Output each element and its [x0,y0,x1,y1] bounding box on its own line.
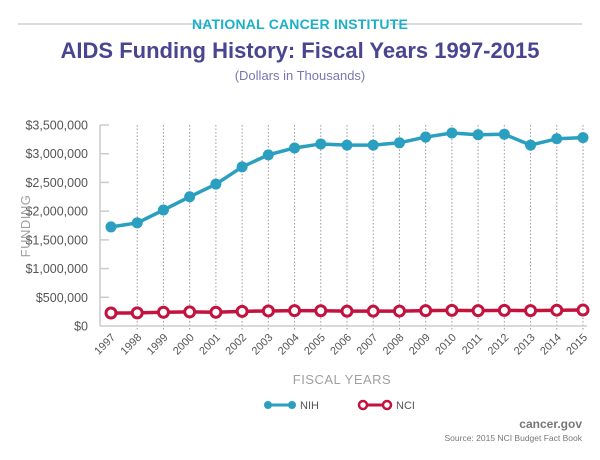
x-tick-label: 1999 [145,332,171,358]
x-tick-label: 2015 [564,332,590,358]
y-tick-label: $500,000 [36,291,88,305]
data-point-nci-2012[interactable] [497,303,511,317]
x-tick-label: 2001 [197,332,223,358]
x-tick-label: 1998 [119,332,145,358]
x-tick-label: 2009 [407,332,433,358]
data-point-nih-1997[interactable] [105,221,117,233]
x-tick-label: 2007 [355,332,381,358]
chart-title: AIDS Funding History: Fiscal Years 1997-… [61,38,540,63]
series-layer [104,127,590,320]
y-tick-label: $2,500,000 [25,176,88,190]
legend-item-nci[interactable]: NCI [357,399,415,412]
data-point-nih-2002[interactable] [236,161,248,173]
legend-nih-marker-right [288,401,296,409]
y-tick-label: $1,500,000 [25,233,88,247]
data-point-nih-2003[interactable] [262,149,274,161]
data-point-nih-2005[interactable] [315,138,327,150]
legend-nci-label: NCI [396,400,415,412]
legend-nci-marker-left [357,399,369,411]
data-point-nci-2013[interactable] [524,304,538,318]
x-tick-label: 2012 [486,332,512,358]
data-point-nci-2002[interactable] [235,304,249,318]
x-tick-label: 2013 [512,332,538,358]
data-point-nih-2009[interactable] [420,131,432,143]
data-point-nci-2005[interactable] [314,304,328,318]
y-tick-label: $2,000,000 [25,205,88,219]
source-note: Source: 2015 NCI Budget Fact Book [445,433,583,443]
data-point-nci-2015[interactable] [576,303,590,317]
data-point-nih-2013[interactable] [525,139,537,151]
x-tick-label: 2014 [538,332,564,358]
data-point-nih-2015[interactable] [577,132,589,144]
x-tick-label: 2006 [328,332,354,358]
legend-nci-marker-right [381,399,393,411]
data-point-nih-1998[interactable] [131,217,143,229]
data-point-nih-2008[interactable] [393,137,405,149]
y-axis: $0 $500,000 $1,000,000 $1,500,000 $2,000,000… [25,119,109,334]
x-tick-label: 2008 [381,332,407,358]
data-point-nih-2006[interactable] [341,139,353,151]
data-point-nci-2010[interactable] [445,303,459,317]
data-point-nih-2010[interactable] [446,127,458,139]
data-point-nih-1999[interactable] [157,204,169,216]
data-point-nci-1999[interactable] [156,305,170,319]
data-point-nci-2003[interactable] [261,304,275,318]
data-point-nci-2004[interactable] [288,304,302,318]
legend-item-nih[interactable]: NIH [264,400,319,412]
x-tick-label: 2002 [223,332,249,358]
data-point-nci-2007[interactable] [366,304,380,318]
x-tick-label: 2005 [302,332,328,358]
data-point-nih-2004[interactable] [289,142,301,154]
data-point-nih-2000[interactable] [184,191,196,203]
data-point-nci-2014[interactable] [550,303,564,317]
gridlines [136,125,584,330]
legend-nih-marker-left [264,401,272,409]
data-point-nci-1998[interactable] [130,306,144,320]
x-tick-label: 2003 [250,332,276,358]
data-point-nci-2011[interactable] [471,304,485,318]
legend: NIH NCI [264,399,415,412]
site-link[interactable]: cancer.gov [519,417,582,431]
data-point-nih-2007[interactable] [367,139,379,151]
data-point-nci-2000[interactable] [183,305,197,319]
x-tick-label: 2010 [433,332,459,358]
x-tick-label: 1997 [92,332,118,358]
data-point-nci-2001[interactable] [209,305,223,319]
y-tick-label: $3,500,000 [25,119,88,133]
data-point-nci-2009[interactable] [419,304,433,318]
x-axis-label: FISCAL YEARS [293,372,391,387]
organization-name: NATIONAL CANCER INSTITUTE [192,16,408,32]
data-point-nci-1997[interactable] [104,306,118,320]
legend-nih-label: NIH [300,400,319,412]
data-point-nci-2008[interactable] [392,304,406,318]
chart-subtitle: (Dollars in Thousands) [235,68,366,83]
y-tick-label: $0 [74,320,88,334]
data-point-nih-2014[interactable] [551,133,563,145]
data-point-nih-2012[interactable] [498,128,510,140]
data-point-nci-2006[interactable] [340,304,354,318]
data-point-nih-2001[interactable] [210,178,222,190]
x-tick-label: 2000 [171,332,197,358]
y-tick-label: $3,000,000 [25,147,88,161]
data-point-nih-2011[interactable] [472,129,484,141]
x-axis: 1997 1998 1999 2000 2001 2002 2003 2004 2005 2006… [92,325,590,358]
y-tick-label: $1,000,000 [25,262,88,276]
x-tick-label: 2004 [276,332,302,358]
x-tick-label: 2011 [460,332,485,357]
y-axis-label: FUNDING [18,195,33,258]
